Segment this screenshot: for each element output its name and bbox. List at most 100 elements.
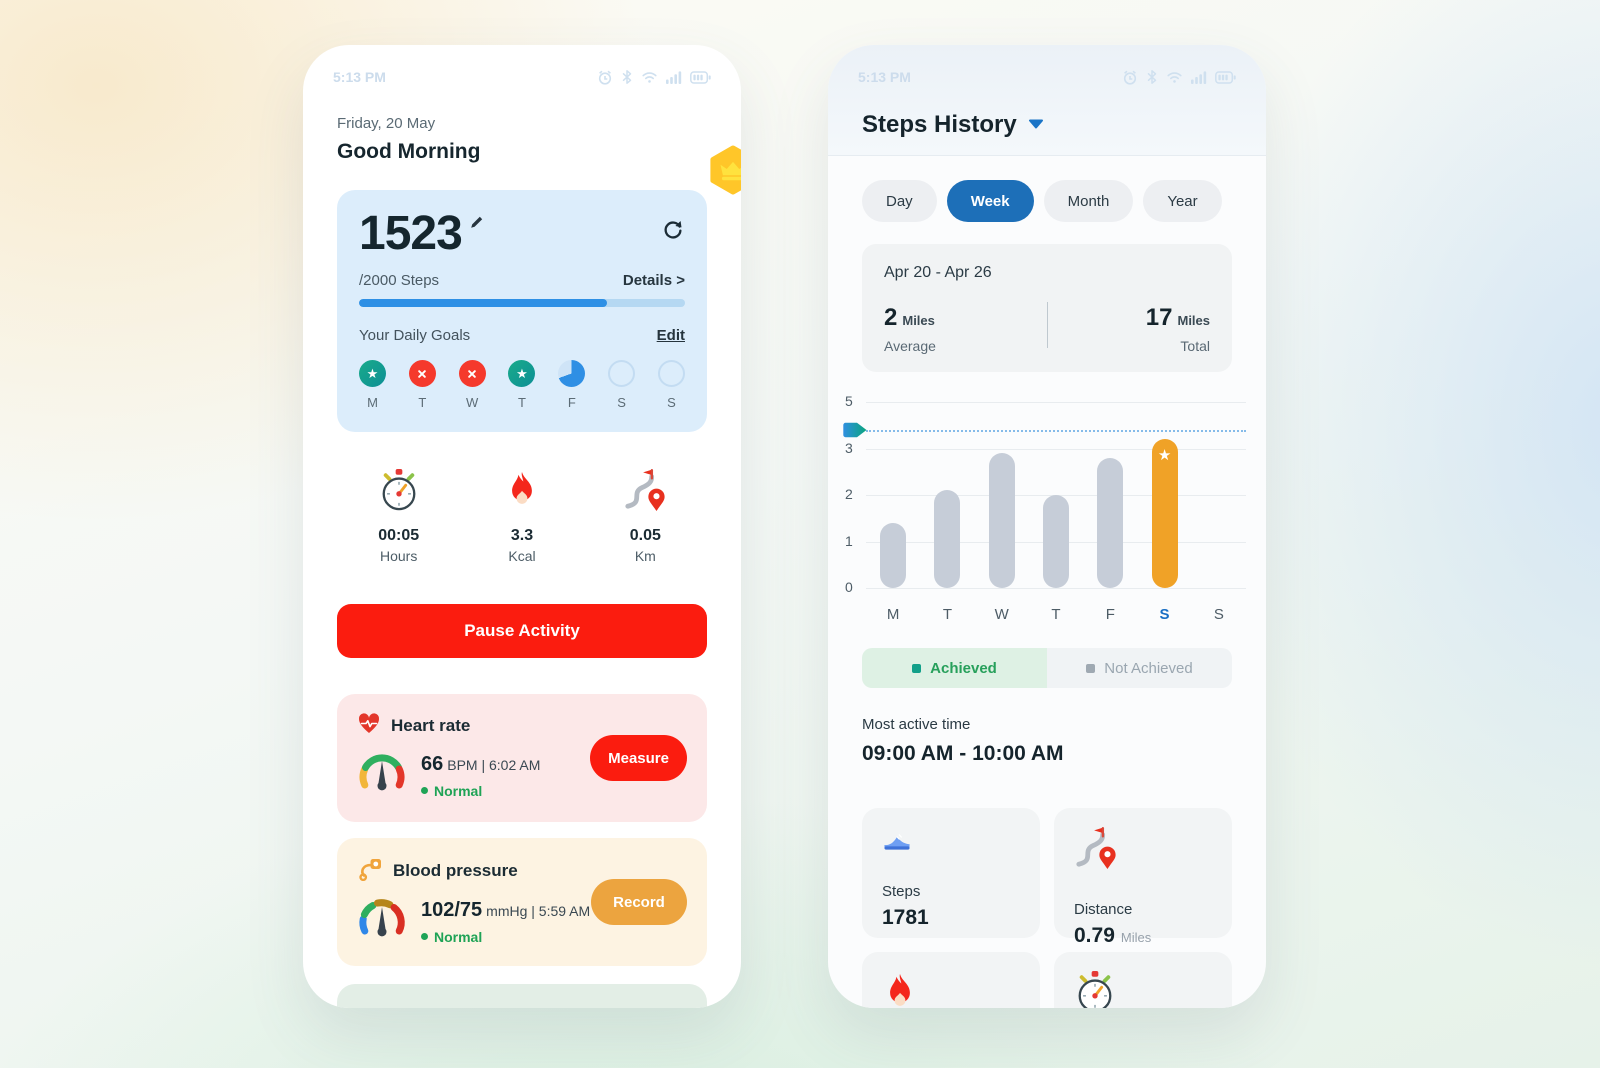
legend-not-achieved[interactable]: Not Achieved: [1047, 648, 1232, 688]
legend-label: Not Achieved: [1104, 659, 1193, 677]
measure-button[interactable]: Measure: [590, 735, 687, 781]
x-axis-label: T: [942, 606, 952, 623]
daily-goals-days: ★ M T W ★ T F S S: [359, 360, 685, 410]
goal-day[interactable]: T: [408, 360, 436, 410]
day-label: M: [367, 395, 378, 410]
total-unit: Miles: [1177, 313, 1210, 328]
wifi-icon: [641, 70, 658, 84]
goal-day[interactable]: S: [657, 360, 685, 410]
signal-icon: [666, 70, 682, 84]
week-summary-card: Apr 20 - Apr 26 2 Miles Average 17 Miles T…: [862, 244, 1232, 372]
metric-label: Distance: [1074, 901, 1133, 918]
status-icons: [1122, 69, 1236, 85]
metric-card[interactable]: [862, 952, 1040, 1008]
most-active-time-value: 09:00 AM - 10:00 AM: [862, 742, 1064, 765]
alarm-icon: [597, 69, 613, 85]
x-axis-label: T: [1051, 606, 1061, 623]
heart-rate-value: 66: [421, 752, 444, 775]
steps-bar-chart: 5 3 2 1 0 M T W T F ★ S S: [843, 393, 1250, 628]
stat-label: Kcal: [508, 548, 536, 564]
steps-goal-label: /2000 Steps: [359, 272, 440, 289]
heart-rate-card: Heart rate 66 BPM | 6:02 AM Normal Measur…: [337, 694, 707, 822]
goal-day[interactable]: ★ M: [359, 360, 386, 410]
metrics-grid: Steps 1781 Distance 0.79 Miles: [862, 808, 1232, 1008]
record-button[interactable]: Record: [591, 879, 687, 925]
heart-rate-meta: BPM | 6:02 AM: [447, 756, 541, 773]
premium-crown-icon[interactable]: [708, 144, 741, 201]
goal-missed-x-icon: [408, 360, 436, 387]
page-title-row[interactable]: Steps History: [828, 111, 1266, 139]
home-phone: 5:13 PM Friday, 20 May Good Morning 1523: [303, 45, 741, 1008]
steps-history-phone: 5:13 PM Steps History Day Week Month Year A…: [828, 45, 1266, 1008]
blood-pressure-value: 102/75: [421, 898, 483, 921]
goal-marker-tag-icon[interactable]: [843, 422, 868, 443]
pause-activity-button[interactable]: Pause Activity: [337, 604, 707, 658]
bluetooth-icon: [621, 69, 633, 85]
tab-year[interactable]: Year: [1143, 180, 1222, 222]
steps-card: 1523 /2000 Steps Details > Your Daily Go…: [337, 190, 707, 432]
battery-icon: [690, 70, 711, 84]
metric-value: 1781: [882, 906, 929, 929]
average-value: 2: [884, 304, 898, 331]
steps-history-header: 5:13 PM Steps History: [828, 45, 1266, 156]
chart-bar-m0[interactable]: [880, 522, 907, 588]
tab-month[interactable]: Month: [1043, 180, 1134, 222]
tab-day[interactable]: Day: [862, 180, 937, 222]
metric-card-distance[interactable]: Distance 0.79 Miles: [1054, 808, 1232, 947]
edit-goals-link[interactable]: Edit: [656, 327, 685, 344]
metric-card[interactable]: [1054, 952, 1232, 1008]
goal-dotted-line: [866, 429, 1246, 432]
goal-day[interactable]: F: [558, 360, 586, 410]
chart-bar-s5[interactable]: [1151, 439, 1178, 588]
goal-day[interactable]: W: [458, 360, 486, 410]
stat-label: Hours: [379, 548, 418, 564]
day-label: S: [617, 395, 626, 410]
bar-star-icon: ★: [1157, 447, 1172, 465]
blood-pressure-title: Blood pressure: [393, 861, 518, 880]
sneaker-icon: [882, 826, 1020, 857]
signal-icon: [1191, 70, 1207, 84]
gridline: [866, 448, 1246, 450]
activity-stat: 3.3 Kcal: [460, 468, 583, 564]
status-bar: 5:13 PM: [828, 45, 1266, 85]
metric-unit: Miles: [1120, 930, 1152, 945]
heart-rate-title: Heart rate: [391, 716, 471, 735]
refresh-icon[interactable]: [661, 218, 685, 247]
steps-progress-bar: [359, 299, 685, 307]
average-label: Average: [884, 338, 936, 354]
period-tabs: Day Week Month Year: [862, 180, 1232, 222]
battery-icon: [1215, 70, 1236, 84]
y-axis-tick: 2: [845, 486, 853, 502]
goal-day[interactable]: ★ T: [508, 360, 536, 410]
legend-label: Achieved: [930, 659, 997, 677]
flame-icon: [504, 468, 540, 517]
metric-label: Steps: [882, 883, 921, 900]
total-label: Total: [1180, 338, 1210, 354]
chart-bar-t3[interactable]: [1043, 495, 1069, 588]
chart-bar-w2[interactable]: [988, 453, 1015, 588]
goal-missed-x-icon: [458, 360, 486, 387]
chart-bar-t1[interactable]: [934, 490, 961, 588]
tab-week[interactable]: Week: [946, 180, 1034, 222]
daily-goals-title: Your Daily Goals: [359, 327, 471, 344]
chart-bar-f4[interactable]: [1097, 457, 1124, 588]
date-range-label: Apr 20 - Apr 26: [884, 264, 992, 281]
metric-card-steps[interactable]: Steps 1781: [862, 808, 1040, 938]
blood-pressure-status: Normal: [434, 928, 483, 945]
heart-rate-gauge-icon: [357, 750, 407, 801]
details-link[interactable]: Details >: [622, 272, 685, 289]
status-dot: [421, 933, 428, 940]
status-time: 5:13 PM: [858, 69, 911, 85]
edit-pencil-icon[interactable]: [468, 214, 485, 236]
activity-stats-row: 00:05 Hours 3.3 Kcal 0.05 Km: [337, 468, 707, 564]
x-axis-label: S: [1213, 606, 1224, 623]
x-axis-label: W: [994, 606, 1009, 623]
chevron-down-icon[interactable]: [1028, 116, 1044, 134]
day-label: T: [418, 395, 427, 410]
steps-count: 1523: [359, 207, 463, 260]
activity-stat: 0.05 Km: [584, 468, 707, 564]
route-icon: [623, 468, 667, 517]
goal-day[interactable]: S: [608, 360, 636, 410]
legend-achieved[interactable]: Achieved: [862, 648, 1047, 688]
average-unit: Miles: [902, 313, 935, 328]
